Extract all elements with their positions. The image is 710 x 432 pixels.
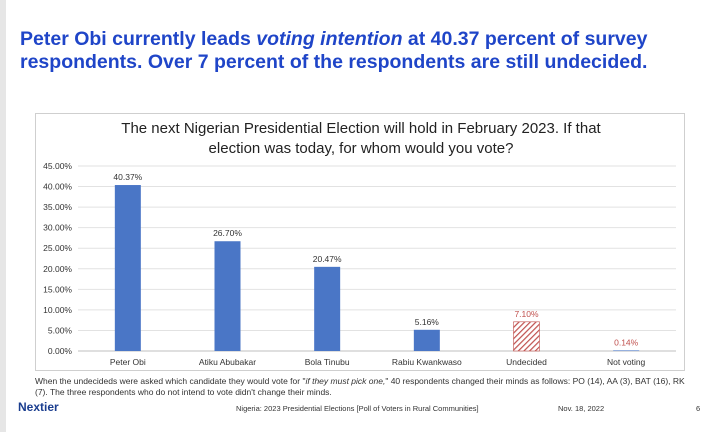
- page-edge: [0, 0, 6, 432]
- data-label: 0.14%: [614, 337, 639, 347]
- headline-part2: at 40.37 percent of survey respondents. …: [20, 28, 648, 73]
- data-label: 7.10%: [514, 309, 539, 319]
- data-label: 26.70%: [213, 228, 242, 238]
- data-label: 40.37%: [113, 172, 142, 182]
- bar-bola-tinubu: [314, 266, 341, 351]
- bar-chart: The next Nigerian Presidential Election …: [35, 113, 685, 371]
- x-tick-label: Rabiu Kwankwaso: [392, 357, 462, 367]
- chart-title: The next Nigerian Presidential Election …: [36, 119, 686, 159]
- footnote-part1: When the undecideds were asked which can…: [35, 376, 306, 386]
- x-tick-label: Atiku Abubakar: [199, 357, 256, 367]
- data-label: 5.16%: [415, 317, 440, 327]
- bar-undecided: [513, 321, 540, 352]
- y-tick-label: 35.00%: [43, 202, 72, 212]
- data-label: 20.47%: [313, 254, 342, 264]
- y-tick-label: 5.00%: [48, 325, 73, 335]
- x-tick-label: Peter Obi: [110, 357, 146, 367]
- y-tick-label: 10.00%: [43, 305, 72, 315]
- headline-part1: Peter Obi currently leads: [20, 28, 257, 50]
- footer-source: Nigeria: 2023 Presidential Elections [Po…: [236, 404, 479, 413]
- bar-not-voting: [613, 350, 640, 352]
- footnote-part2: " 40 respondents changed their minds as …: [35, 376, 685, 397]
- y-tick-label: 25.00%: [43, 243, 72, 253]
- footnote-emphasis: if they must pick one,: [305, 376, 386, 386]
- chart-plot: 0.00% 5.00% 10.00% 15.00% 20.00% 25.00% 30.00%…: [43, 161, 676, 367]
- footnote: When the undecideds were asked which can…: [35, 376, 695, 398]
- headline-emphasis: voting intention: [256, 28, 403, 50]
- y-tick-label: 40.00%: [43, 182, 72, 192]
- chart-title-line2: election was today, for whom would you v…: [208, 140, 514, 157]
- y-tick-label: 20.00%: [43, 264, 72, 274]
- slide-headline: Peter Obi currently leads voting intenti…: [20, 28, 690, 74]
- chart-title-line1: The next Nigerian Presidential Election …: [121, 120, 601, 137]
- x-tick-label: Undecided: [506, 357, 547, 367]
- y-tick-label: 45.00%: [43, 161, 72, 171]
- nextier-logo: Nextier: [18, 400, 59, 414]
- footer-date: Nov. 18, 2022: [558, 404, 605, 413]
- page-number: 6: [696, 404, 701, 413]
- bar-atiku-abubakar: [214, 241, 241, 351]
- x-tick-label: Bola Tinubu: [305, 357, 350, 367]
- bar-peter-obi: [114, 185, 141, 351]
- y-tick-label: 0.00%: [48, 346, 73, 356]
- y-tick-label: 15.00%: [43, 284, 72, 294]
- bar-rabiu-kwankwaso: [413, 329, 440, 351]
- x-tick-label: Not voting: [607, 357, 646, 367]
- y-tick-label: 30.00%: [43, 223, 72, 233]
